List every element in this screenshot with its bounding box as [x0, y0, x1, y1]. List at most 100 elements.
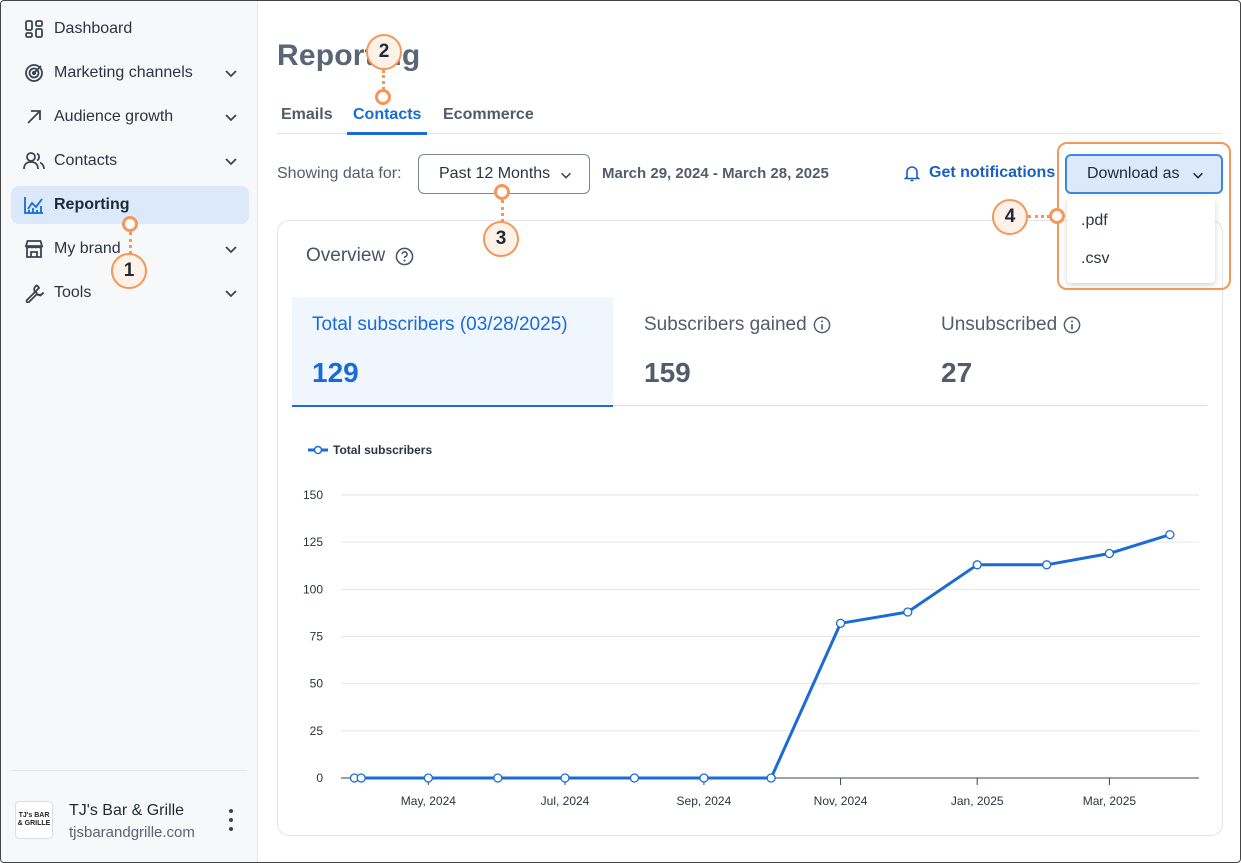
sidebar-item-tools[interactable]: Tools — [11, 274, 249, 312]
stat-value: 129 — [312, 357, 359, 388]
data-point — [903, 607, 913, 617]
get-notifications-label: Get notifications — [929, 164, 1056, 181]
download-highlight-box — [1057, 142, 1231, 290]
arrow-up-right-icon — [23, 106, 45, 128]
legend-label: Total subscribers — [333, 443, 433, 457]
legend-line-marker-icon — [308, 445, 328, 455]
callout-1: 1 — [111, 253, 147, 289]
sidebar-item-audience-growth[interactable]: Audience growth — [11, 98, 249, 136]
callout-2: 2 — [366, 34, 402, 70]
y-tick-label: 125 — [303, 535, 323, 549]
date-range-select[interactable]: Past 12 Months — [418, 154, 590, 194]
callout-4: 4 — [992, 199, 1028, 235]
account-name: TJ's Bar & Grille — [69, 802, 185, 819]
download-as-button[interactable]: Download as — [1065, 154, 1223, 194]
tab-ecommerce[interactable]: Ecommerce — [443, 106, 534, 123]
x-tick-label: Jan, 2025 — [951, 794, 1004, 808]
sidebar-item-marketing-channels[interactable]: Marketing channels — [11, 54, 249, 92]
sidebar-item-label: Tools — [54, 284, 92, 301]
data-point — [1104, 548, 1115, 559]
data-point — [493, 773, 503, 783]
more-options-icon[interactable] — [224, 809, 238, 831]
data-point — [1165, 529, 1175, 540]
data-point — [1042, 560, 1052, 570]
data-point — [699, 773, 709, 783]
data-point — [835, 618, 846, 628]
chart-icon — [23, 194, 45, 216]
date-range-text: March 29, 2024 - March 28, 2025 — [602, 165, 829, 182]
overview-title: Overview — [306, 245, 386, 266]
sidebar-item-label: Reporting — [54, 196, 130, 213]
people-icon — [23, 150, 45, 172]
stat-label: Subscribers gained — [644, 314, 831, 336]
y-tick-label: 0 — [316, 771, 323, 785]
chevron-down-icon[interactable] — [223, 65, 239, 81]
data-point — [629, 773, 640, 783]
data-point — [423, 773, 434, 783]
account-url: tjsbarandgrille.com — [69, 824, 195, 841]
stat-label: Total subscribers (03/28/2025) — [312, 314, 568, 335]
stat-label: Unsubscribed — [941, 314, 1081, 336]
sidebar-item-label: Dashboard — [54, 20, 133, 37]
get-notifications-link[interactable]: Get notifications — [904, 164, 1055, 182]
dashboard-icon — [23, 18, 45, 40]
download-option-pdf[interactable]: .pdf — [1081, 212, 1108, 229]
tab-emails[interactable]: Emails — [281, 106, 333, 123]
x-tick-label: Jul, 2024 — [541, 794, 590, 808]
data-point — [560, 773, 570, 783]
account-footer[interactable]: TJ's BAR & GRILLE TJ's Bar & Grille tjsb… — [11, 770, 247, 862]
chevron-down-icon[interactable] — [223, 109, 239, 125]
overview-heading: Overview — [306, 245, 414, 267]
download-option-csv[interactable]: .csv — [1081, 250, 1110, 267]
y-tick-label: 75 — [310, 630, 324, 644]
callout-1-anchor — [122, 216, 138, 232]
y-tick-label: 25 — [310, 724, 324, 738]
brand-logo: TJ's BAR & GRILLE — [15, 801, 53, 839]
x-tick-label: Sep, 2024 — [677, 794, 732, 808]
bell-icon — [904, 166, 920, 182]
info-icon[interactable] — [813, 316, 831, 334]
x-tick-label: Nov, 2024 — [814, 794, 868, 808]
chevron-down-icon[interactable] — [223, 241, 239, 257]
series-line — [354, 533, 1171, 780]
download-options-menu: .pdf .csv — [1067, 197, 1215, 283]
report-tabs: Emails Contacts Ecommerce — [277, 101, 1222, 135]
wrench-icon — [23, 282, 45, 304]
stat-tabs-divider — [613, 405, 1207, 406]
stat-tab-unsubscribed[interactable]: Unsubscribed 27 — [921, 297, 1207, 407]
total-subscribers-line-chart: 0 25 50 75 100 125 150 May, 2024 Jul, 2024 Sep, 2… — [303, 488, 1199, 808]
download-as-label: Download as — [1087, 165, 1180, 182]
logo-text: TJ's BAR & GRILLE — [17, 812, 51, 827]
sidebar: Dashboard Marketing channels Audience gr… — [1, 1, 258, 862]
sidebar-item-dashboard[interactable]: Dashboard — [11, 10, 249, 48]
chevron-down-icon — [561, 172, 571, 179]
sidebar-item-reporting[interactable]: Reporting — [11, 186, 249, 224]
target-icon — [23, 62, 45, 84]
sidebar-item-contacts[interactable]: Contacts — [11, 142, 249, 180]
sidebar-item-my-brand[interactable]: My brand — [11, 230, 249, 268]
sidebar-item-label: Marketing channels — [54, 64, 193, 81]
chart-legend[interactable]: Total subscribers — [307, 443, 432, 457]
help-icon[interactable] — [395, 247, 414, 266]
callout-2-leader — [382, 70, 385, 90]
stat-tab-total-subscribers[interactable]: Total subscribers (03/28/2025) 129 — [292, 297, 613, 407]
info-icon[interactable] — [1063, 316, 1081, 334]
callout-3-anchor — [494, 184, 510, 200]
x-tick-label: May, 2024 — [401, 794, 456, 808]
y-tick-label: 150 — [303, 488, 323, 502]
stat-value: 159 — [644, 357, 691, 388]
callout-3: 3 — [483, 221, 519, 257]
callout-4-leader — [1028, 215, 1050, 218]
sidebar-item-label: My brand — [54, 240, 121, 257]
chevron-down-icon[interactable] — [223, 285, 239, 301]
callout-1-leader — [129, 232, 132, 254]
sidebar-item-label: Audience growth — [54, 108, 174, 125]
chevron-down-icon[interactable] — [223, 153, 239, 169]
callout-4-anchor — [1049, 208, 1065, 224]
tab-contacts[interactable]: Contacts — [347, 106, 428, 135]
date-range-select-value: Past 12 Months — [439, 165, 551, 182]
stat-tab-subscribers-gained[interactable]: Subscribers gained 159 — [624, 297, 914, 407]
x-tick-label: Mar, 2025 — [1083, 794, 1137, 808]
showing-data-label: Showing data for: — [277, 165, 402, 182]
